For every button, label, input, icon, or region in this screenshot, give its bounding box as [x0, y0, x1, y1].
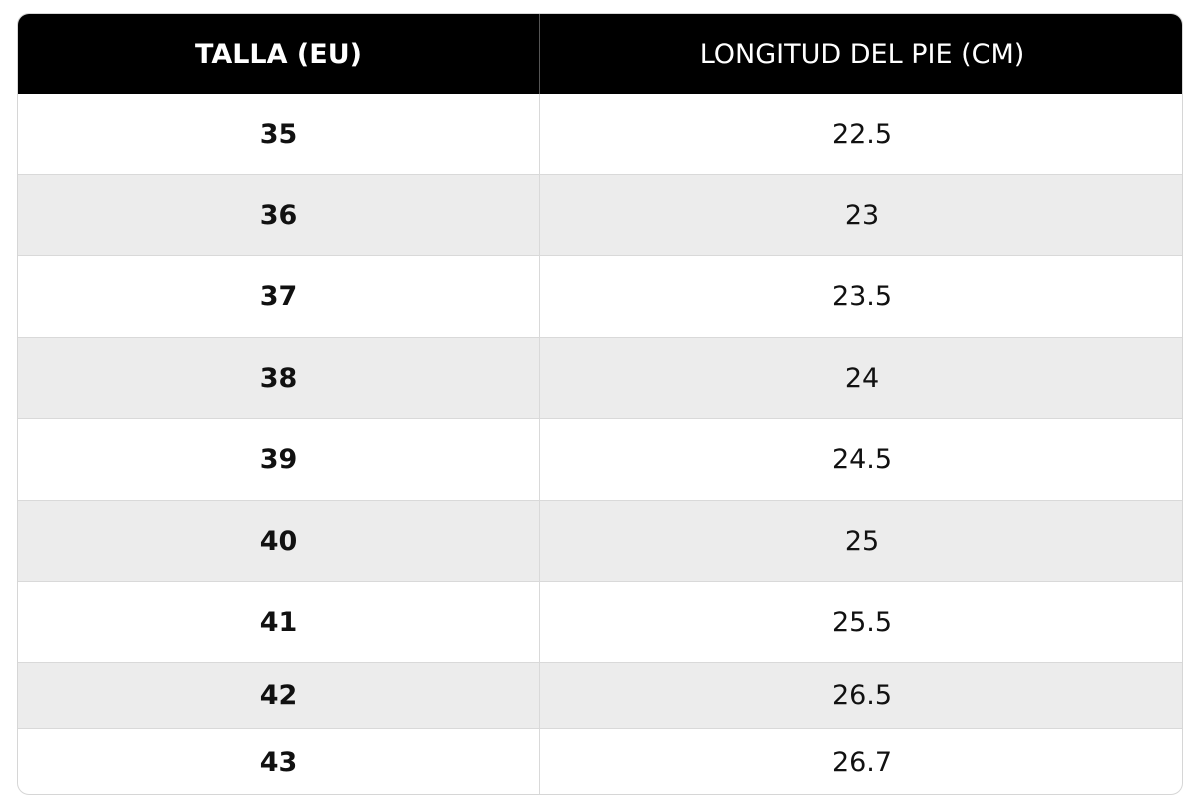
size-cell: 39 [18, 419, 540, 501]
length-cell: 22.5 [540, 94, 1182, 175]
size-cell: 43 [18, 729, 540, 794]
size-cell: 40 [18, 501, 540, 582]
length-cell: 24.5 [540, 419, 1182, 501]
length-cell: 26.7 [831, 747, 893, 778]
length-cell: 23.5 [540, 256, 1182, 338]
size-cell: 38 [18, 338, 540, 419]
size-cell: 36 [18, 175, 540, 256]
size-cell: 41 [18, 582, 540, 663]
length-cell: 24 [540, 338, 1182, 419]
length-cell: 25 [540, 501, 1182, 582]
size-cell: 37 [18, 256, 540, 338]
size-table: TALLA (EU) LONGITUD DEL PIE (CM) 35 22.5 36 2… [17, 13, 1183, 795]
size-cell: 42 [18, 663, 540, 729]
header-cell: LONGITUD DEL PIE (CM) [540, 14, 1182, 94]
length-cell: 25.5 [540, 582, 1182, 663]
size-cell: 35 [18, 94, 540, 175]
header-cell: TALLA (EU) [18, 14, 540, 94]
length-cell: 26.5 [540, 663, 1182, 729]
length-cell: 23 [540, 175, 1182, 256]
